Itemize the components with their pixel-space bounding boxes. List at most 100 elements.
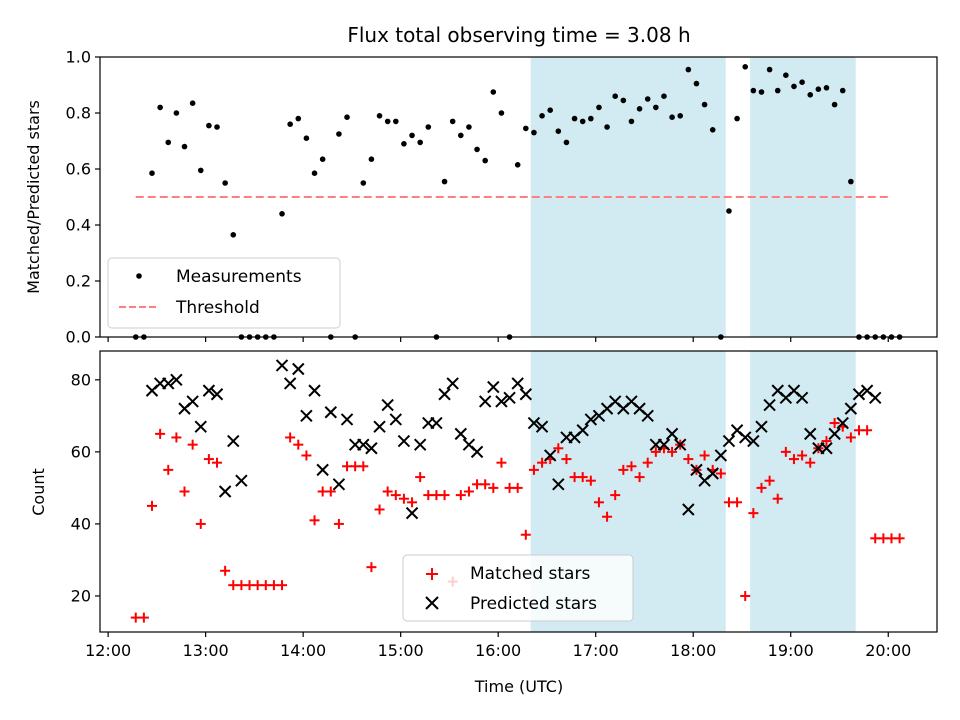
x-tick-label: 18:00 bbox=[670, 641, 716, 660]
matched-star-point bbox=[293, 439, 304, 450]
x-stroke bbox=[503, 391, 516, 405]
measurement-point bbox=[173, 110, 180, 116]
x-stroke bbox=[430, 416, 443, 430]
x-stroke bbox=[210, 388, 224, 401]
measurement-point bbox=[815, 86, 822, 92]
matched-star-point bbox=[528, 464, 539, 475]
matched-star-point bbox=[805, 457, 816, 468]
measurement-point bbox=[230, 232, 237, 238]
x-stroke bbox=[771, 384, 784, 397]
predicted-star-point bbox=[381, 398, 394, 412]
measurement-point bbox=[783, 72, 789, 78]
measurement-point bbox=[831, 101, 838, 108]
x-stroke bbox=[438, 388, 451, 401]
predicted-star-point bbox=[405, 506, 419, 520]
series-predicted-stars bbox=[145, 359, 882, 520]
matched-star-point bbox=[277, 580, 288, 591]
measurement-point bbox=[596, 104, 602, 111]
shaded-region-1 bbox=[750, 351, 856, 632]
x-stroke bbox=[706, 467, 719, 480]
matched-star-point bbox=[163, 464, 174, 475]
measurement-point bbox=[823, 85, 830, 91]
x-stroke bbox=[381, 398, 394, 412]
matched-star-point bbox=[756, 482, 767, 493]
x-stroke bbox=[194, 420, 207, 433]
measurement-point bbox=[458, 132, 464, 139]
predicted-star-point bbox=[389, 413, 403, 426]
predicted-star-point bbox=[576, 424, 589, 437]
x-stroke bbox=[747, 434, 760, 448]
x-stroke bbox=[202, 384, 216, 397]
predicted-star-point bbox=[438, 388, 451, 401]
measurement-point bbox=[441, 178, 448, 185]
x-stroke bbox=[389, 413, 403, 426]
measurement-point bbox=[620, 97, 627, 104]
predicted-star-point bbox=[495, 395, 508, 408]
legend-threshold-label: Threshold bbox=[175, 298, 260, 318]
predicted-star-point bbox=[210, 388, 224, 401]
measurement-point bbox=[758, 89, 765, 95]
x-tick-label: 15:00 bbox=[378, 641, 424, 660]
x-stroke bbox=[852, 388, 866, 401]
measurement-point bbox=[742, 64, 749, 70]
matched-star-point bbox=[325, 486, 336, 497]
x-stroke bbox=[300, 409, 313, 423]
measurement-point bbox=[165, 139, 172, 146]
predicted-star-point bbox=[739, 431, 752, 444]
measurement-point bbox=[685, 66, 692, 73]
measurement-point bbox=[449, 118, 456, 125]
x-stroke bbox=[332, 478, 346, 491]
x-stroke bbox=[828, 427, 841, 441]
matched-star-point bbox=[407, 497, 418, 508]
predicted-star-point bbox=[706, 467, 719, 480]
x-stroke bbox=[308, 384, 321, 397]
x-stroke bbox=[552, 478, 565, 491]
x-tick-label: 14:00 bbox=[280, 641, 326, 660]
measurement-point bbox=[693, 80, 700, 87]
x-stroke bbox=[690, 463, 703, 477]
matched-star-point bbox=[577, 472, 588, 483]
predicted-star-point bbox=[235, 474, 248, 487]
series-measurements bbox=[132, 64, 903, 340]
predicted-star-point bbox=[836, 416, 849, 430]
measurement-point bbox=[701, 101, 708, 108]
measurement-point bbox=[571, 115, 578, 122]
predicted-star-point bbox=[674, 438, 687, 451]
measurement-point bbox=[709, 127, 716, 133]
predicted-star-point bbox=[292, 362, 305, 376]
measurement-point bbox=[222, 180, 228, 186]
x-stroke bbox=[608, 395, 622, 408]
matched-star-point bbox=[602, 511, 613, 522]
x-stroke bbox=[357, 438, 370, 451]
matched-star-point bbox=[374, 504, 385, 515]
x-stroke bbox=[682, 503, 695, 516]
predicted-star-point bbox=[218, 485, 232, 498]
predicted-star-point bbox=[552, 478, 565, 491]
measurement-point bbox=[474, 146, 480, 153]
x-stroke bbox=[527, 416, 541, 430]
predicted-star-point bbox=[543, 449, 557, 462]
matched-star-point bbox=[147, 500, 158, 511]
predicted-star-point bbox=[340, 413, 354, 426]
predicted-star-point bbox=[324, 406, 337, 419]
y-tick-label: 40 bbox=[71, 514, 91, 533]
y-tick-label: 0.6 bbox=[66, 160, 91, 179]
legend-matched-label: Matched stars bbox=[470, 564, 590, 584]
y-tick-label: 0.2 bbox=[66, 272, 91, 291]
chart-title: Flux total observing time = 3.08 h bbox=[347, 23, 690, 47]
measurement-point bbox=[644, 96, 651, 102]
x-axis-label: Time (UTC) bbox=[474, 677, 563, 696]
measurement-point bbox=[206, 122, 212, 129]
matched-star-point bbox=[358, 461, 369, 472]
matched-star-point bbox=[650, 446, 661, 457]
matched-star-point bbox=[171, 432, 182, 443]
measurement-point bbox=[791, 83, 797, 90]
x-stroke bbox=[795, 391, 809, 405]
x-stroke bbox=[820, 442, 833, 455]
legend-matched-marker bbox=[426, 568, 438, 580]
matched-star-point bbox=[797, 450, 808, 461]
matched-star-point bbox=[155, 428, 166, 439]
predicted-star-point bbox=[657, 438, 671, 451]
measurement-point bbox=[376, 113, 383, 119]
x-stroke bbox=[446, 377, 459, 390]
